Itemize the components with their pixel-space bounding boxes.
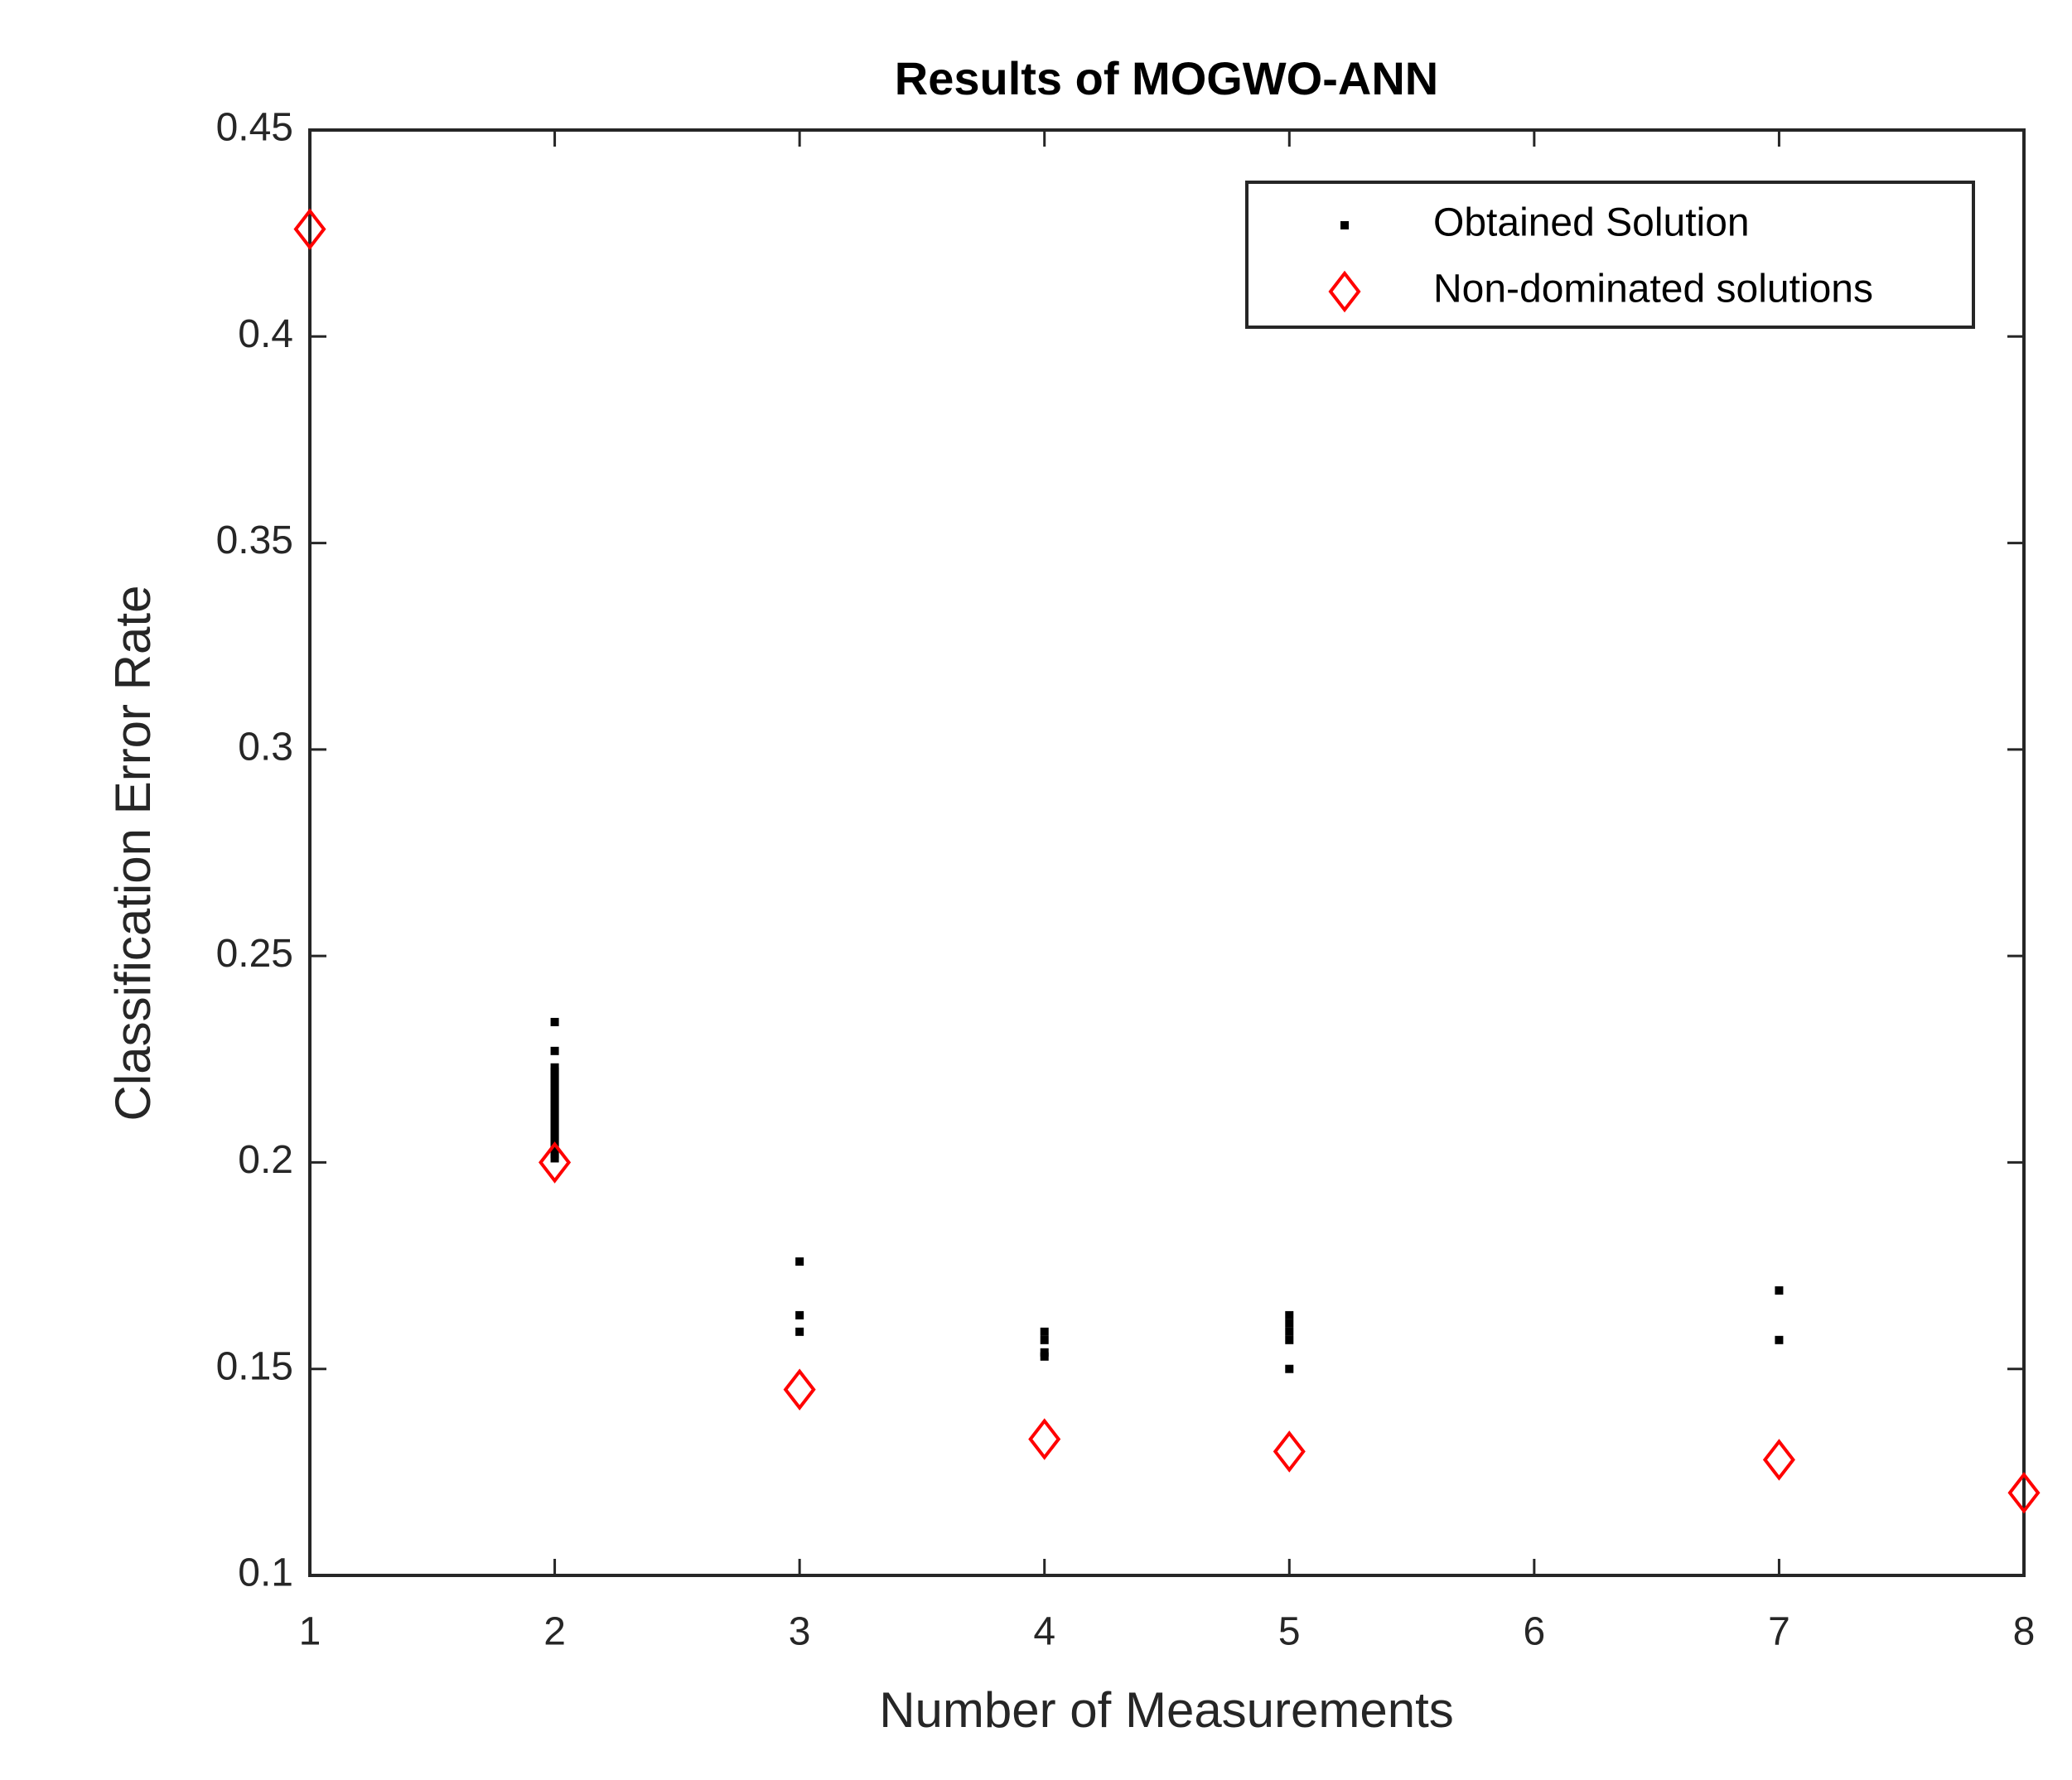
diamond-marker [783,1368,816,1411]
y-axis-label: Classification Error Rate [105,586,161,1122]
y-tick-label: 0.1 [238,1551,293,1595]
point-marker [1285,1310,1294,1319]
point-marker [1040,1335,1049,1344]
y-tick-label: 0.4 [238,312,293,356]
y-tick-label: 0.35 [216,519,293,562]
y-tick-label: 0.3 [238,726,293,769]
point-marker [550,1046,559,1055]
point-marker [795,1310,804,1319]
x-tick-label: 5 [1278,1610,1301,1654]
point-marker [1285,1335,1294,1344]
point-marker [1040,1352,1049,1361]
diamond-marker [1028,1418,1061,1460]
point-marker [1285,1319,1294,1328]
plot-frame [308,128,2026,1577]
y-tick-label: 0.15 [216,1344,293,1388]
x-tick-label: 8 [2013,1610,2036,1654]
point-marker [550,1017,559,1026]
diamond-marker [293,208,326,250]
point-marker [1285,1364,1294,1373]
x-tick-label: 1 [299,1610,321,1654]
x-axis-label: Number of Measurements [879,1682,1454,1738]
point-marker [1340,221,1349,229]
diamond-marker [2007,1472,2041,1514]
diamond-marker [1762,1439,1795,1481]
diamond-marker [1273,1430,1306,1473]
legend-label: Obtained Solution [1433,201,1750,245]
point-marker [1040,1327,1049,1336]
x-tick-label: 3 [789,1610,811,1654]
legend-label: Non-dominated solutions [1433,268,1873,311]
point-marker [1285,1327,1294,1336]
x-tick-label: 4 [1033,1610,1055,1654]
point-marker [795,1257,804,1266]
point-marker [550,1154,559,1163]
y-tick-label: 0.25 [216,932,293,976]
point-marker [1775,1335,1784,1344]
chart-title: Results of MOGWO-ANN [895,52,1438,104]
legend-box [1245,181,1975,329]
y-tick-label: 0.45 [216,106,293,150]
x-tick-label: 6 [1524,1610,1546,1654]
x-tick-label: 2 [543,1610,566,1654]
y-tick-label: 0.2 [238,1138,293,1182]
point-marker [795,1327,804,1336]
diamond-marker [1328,270,1361,313]
point-marker [1775,1286,1784,1295]
x-tick-label: 7 [1768,1610,1790,1654]
diamond-marker [539,1141,572,1184]
